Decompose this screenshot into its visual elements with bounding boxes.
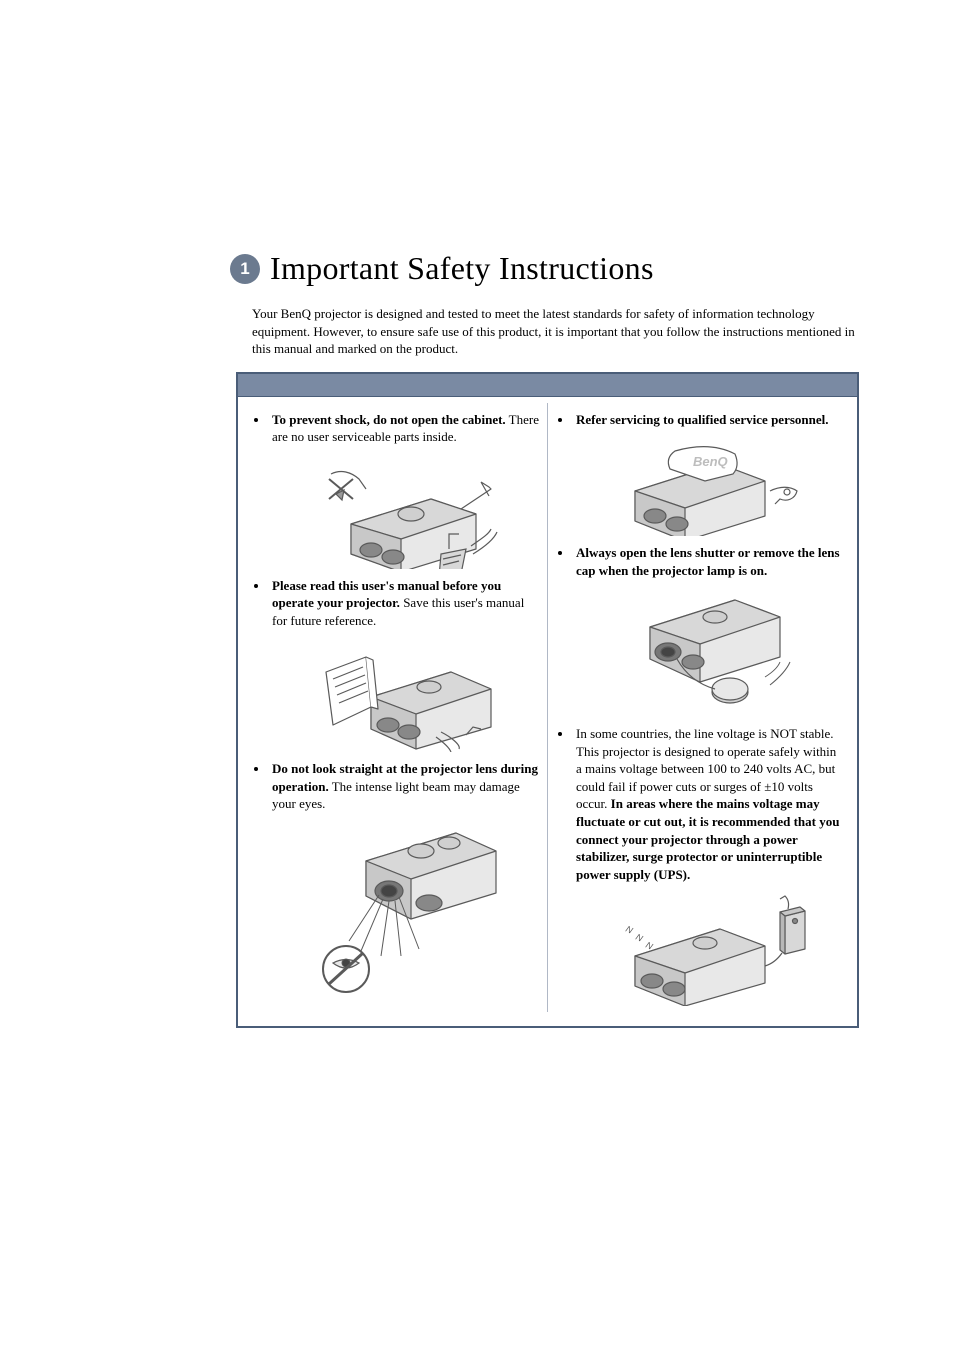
illustration-lens-cap	[576, 587, 843, 717]
safety-item: In some countries, the line voltage is N…	[556, 725, 843, 883]
page-title: Important Safety Instructions	[270, 250, 654, 287]
safety-item-text: Do not look straight at the projector le…	[272, 760, 539, 813]
bullet-icon	[254, 767, 258, 771]
bold-text: Refer servicing to qualified service per…	[576, 412, 829, 427]
illustration-ups: N N N	[576, 891, 843, 1006]
illustration-no-look	[272, 821, 539, 996]
page: 1 Important Safety Instructions Your Ben…	[0, 0, 954, 1351]
svg-text:BenQ: BenQ	[693, 454, 728, 469]
bullet-icon	[254, 584, 258, 588]
safety-item-text: Always open the lens shutter or remove t…	[576, 544, 843, 579]
safety-item: Please read this user's manual before yo…	[252, 577, 539, 630]
svg-text:N: N	[624, 924, 635, 936]
safety-box: To prevent shock, do not open the cabine…	[236, 372, 859, 1029]
illustration-service: BenQ	[576, 436, 843, 536]
bold-text: To prevent shock, do not open the cabine…	[272, 412, 506, 427]
left-column: To prevent shock, do not open the cabine…	[252, 403, 539, 1013]
bullet-icon	[254, 418, 258, 422]
section-number-bullet: 1	[230, 254, 260, 284]
safety-item-text: Refer servicing to qualified service per…	[576, 411, 843, 429]
illustration-read-manual	[272, 637, 539, 752]
safety-item-text: Please read this user's manual before yo…	[272, 577, 539, 630]
bold-text: In areas where the mains voltage may flu…	[576, 796, 839, 881]
safety-item-text: In some countries, the line voltage is N…	[576, 725, 843, 883]
columns: To prevent shock, do not open the cabine…	[238, 397, 857, 1027]
bullet-icon	[558, 418, 562, 422]
bullet-icon	[558, 732, 562, 736]
bold-text: Always open the lens shutter or remove t…	[576, 545, 840, 578]
safety-item-text: To prevent shock, do not open the cabine…	[272, 411, 539, 446]
title-row: 1 Important Safety Instructions	[230, 250, 859, 287]
right-column: Refer servicing to qualified service per…	[547, 403, 843, 1013]
svg-text:N: N	[634, 932, 645, 944]
safety-item: Refer servicing to qualified service per…	[556, 411, 843, 429]
safety-item: Always open the lens shutter or remove t…	[556, 544, 843, 579]
bullet-icon	[558, 551, 562, 555]
intro-text: Your BenQ projector is designed and test…	[252, 305, 859, 358]
safety-item: Do not look straight at the projector le…	[252, 760, 539, 813]
illustration-no-open	[272, 454, 539, 569]
safety-box-header	[238, 374, 857, 397]
safety-item: To prevent shock, do not open the cabine…	[252, 411, 539, 446]
